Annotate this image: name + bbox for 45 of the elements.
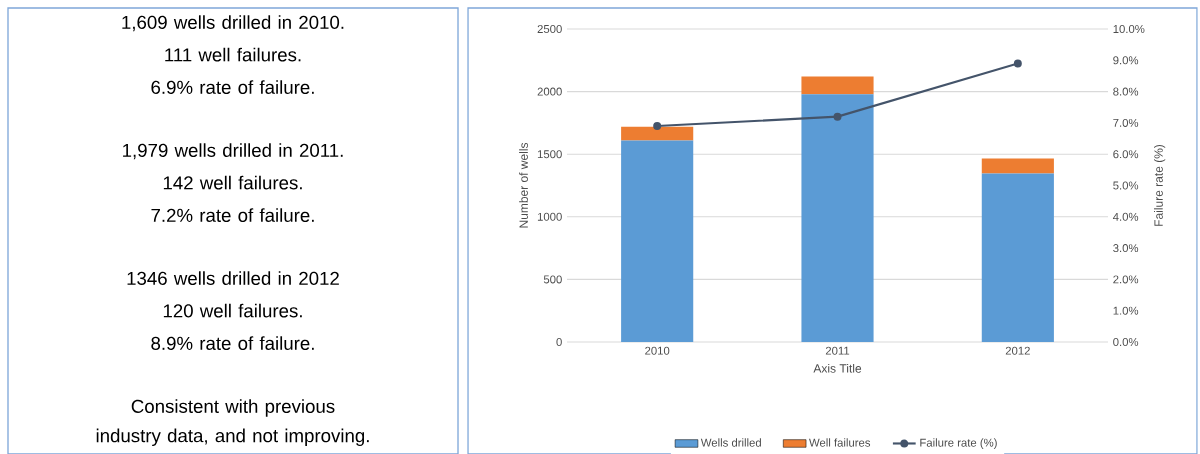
y2-tick-label: 2.0% — [1113, 275, 1139, 284]
y-tick-label: 0 — [556, 338, 562, 347]
y-tick-label: 2000 — [537, 87, 562, 96]
y2-tick-label: 7.0% — [1113, 118, 1139, 127]
y2-tick-label: 6.0% — [1113, 150, 1139, 159]
point — [833, 112, 842, 121]
y-tick-label: 500 — [543, 275, 562, 284]
legend-label: Well failures — [809, 438, 871, 447]
x-tick-label: 2012 — [1005, 346, 1030, 355]
text: 1,979 wells drilled in 2011. — [123, 143, 343, 160]
x-tick-label: 2011 — [825, 346, 850, 355]
text: 6.9% rate of failure. — [151, 80, 314, 94]
text: 1346 wells drilled in 2012 — [127, 271, 339, 285]
bar — [981, 173, 1054, 342]
text: 1,609 wells drilled in 2010. — [122, 15, 344, 32]
bar — [621, 126, 694, 141]
legend-label: Wells drilled — [700, 438, 761, 447]
bar — [621, 140, 694, 342]
x-axis-title: Axis Title — [813, 363, 862, 373]
y2-tick-label: 8.0% — [1113, 87, 1139, 96]
text: 8.9% rate of failure. — [151, 336, 314, 350]
x-tick-label: 2010 — [645, 346, 670, 355]
y-tick-label: 1000 — [537, 212, 562, 221]
point — [1013, 59, 1022, 68]
y2-tick-label: 0.0% — [1113, 338, 1139, 347]
text: 142 well failures. — [163, 175, 302, 190]
y2-tick-label: 4.0% — [1112, 212, 1139, 221]
y-tick-label: 2500 — [537, 25, 562, 33]
bar — [801, 94, 874, 342]
text: 111 well failures. — [165, 47, 301, 62]
legend-label: Failure rate (%) — [920, 438, 997, 449]
y2-tick-label: 5.0% — [1113, 181, 1139, 190]
y2-axis-title: Failure rate (%) — [1154, 144, 1166, 226]
y2-tick-label: 3.0% — [1113, 244, 1139, 253]
text: 120 well failures. — [163, 303, 302, 318]
text: Consistent with previous industry data, and not improving. — [96, 399, 369, 446]
text: 7.2% rate of failure. — [151, 208, 314, 222]
y2-tick-label: 10.0% — [1113, 25, 1145, 34]
bar — [801, 76, 874, 95]
y-tick-label: 1500 — [537, 150, 562, 159]
y2-tick-label: 9.0% — [1113, 56, 1139, 65]
point — [653, 122, 662, 131]
y-axis-title: Number of wells — [519, 142, 528, 228]
y2-tick-label: 1.0% — [1113, 306, 1139, 315]
bar — [981, 158, 1054, 174]
